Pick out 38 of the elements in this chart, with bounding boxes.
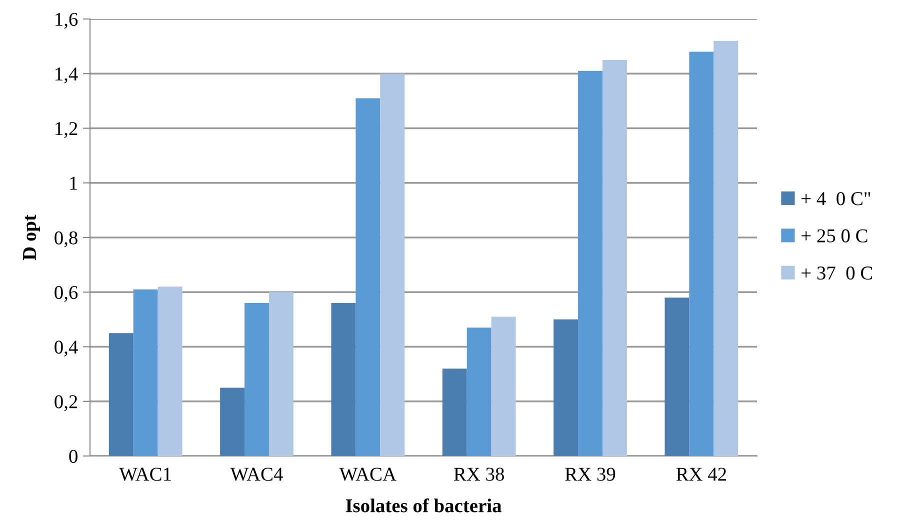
- bar: [268, 292, 294, 456]
- y-tick-label: 0: [69, 450, 78, 463]
- bar: [578, 70, 602, 456]
- bar: [664, 298, 690, 456]
- x-tick-label: RX 38: [454, 468, 504, 481]
- y-tick-label: 0,6: [54, 286, 78, 302]
- y-tick-label: 0,4: [54, 340, 78, 356]
- bar: [356, 98, 380, 456]
- x-tick-label: RX 42: [676, 468, 726, 481]
- y-tick-label: 0,2: [54, 395, 78, 412]
- bar: [244, 303, 269, 456]
- bar: [158, 286, 182, 456]
- bar: [380, 74, 405, 456]
- bar: [602, 60, 627, 456]
- x-axis-title: Isolates of bacteria: [346, 498, 502, 512]
- x-tick-label: WAC4: [230, 468, 283, 481]
- bar: [491, 316, 516, 456]
- legend-label: + 37 0 C: [802, 266, 872, 280]
- x-tick-label: WAC1: [119, 468, 171, 481]
- bar: [133, 289, 158, 456]
- bar: [442, 368, 467, 456]
- legend-label: + 25 0 C: [802, 229, 868, 242]
- bar: [220, 388, 245, 456]
- bar: [331, 303, 356, 456]
- legend-label: + 4 0 C": [802, 192, 870, 206]
- y-tick-label: 1,4: [56, 68, 78, 84]
- bar: [714, 40, 738, 456]
- x-tick-label: RX 39: [565, 468, 616, 481]
- y-tick-label: 0,8: [54, 231, 78, 248]
- bar: [554, 319, 578, 456]
- bar: [689, 52, 714, 456]
- y-tick-label: 1: [70, 176, 78, 190]
- y-tick-label: 1,6: [56, 12, 78, 29]
- bar: [466, 328, 492, 456]
- x-tick-label: WACA: [339, 468, 396, 481]
- y-axis-title: D opt: [23, 214, 40, 260]
- y-tick-label: 1,2: [56, 122, 78, 138]
- bar: [108, 333, 134, 456]
